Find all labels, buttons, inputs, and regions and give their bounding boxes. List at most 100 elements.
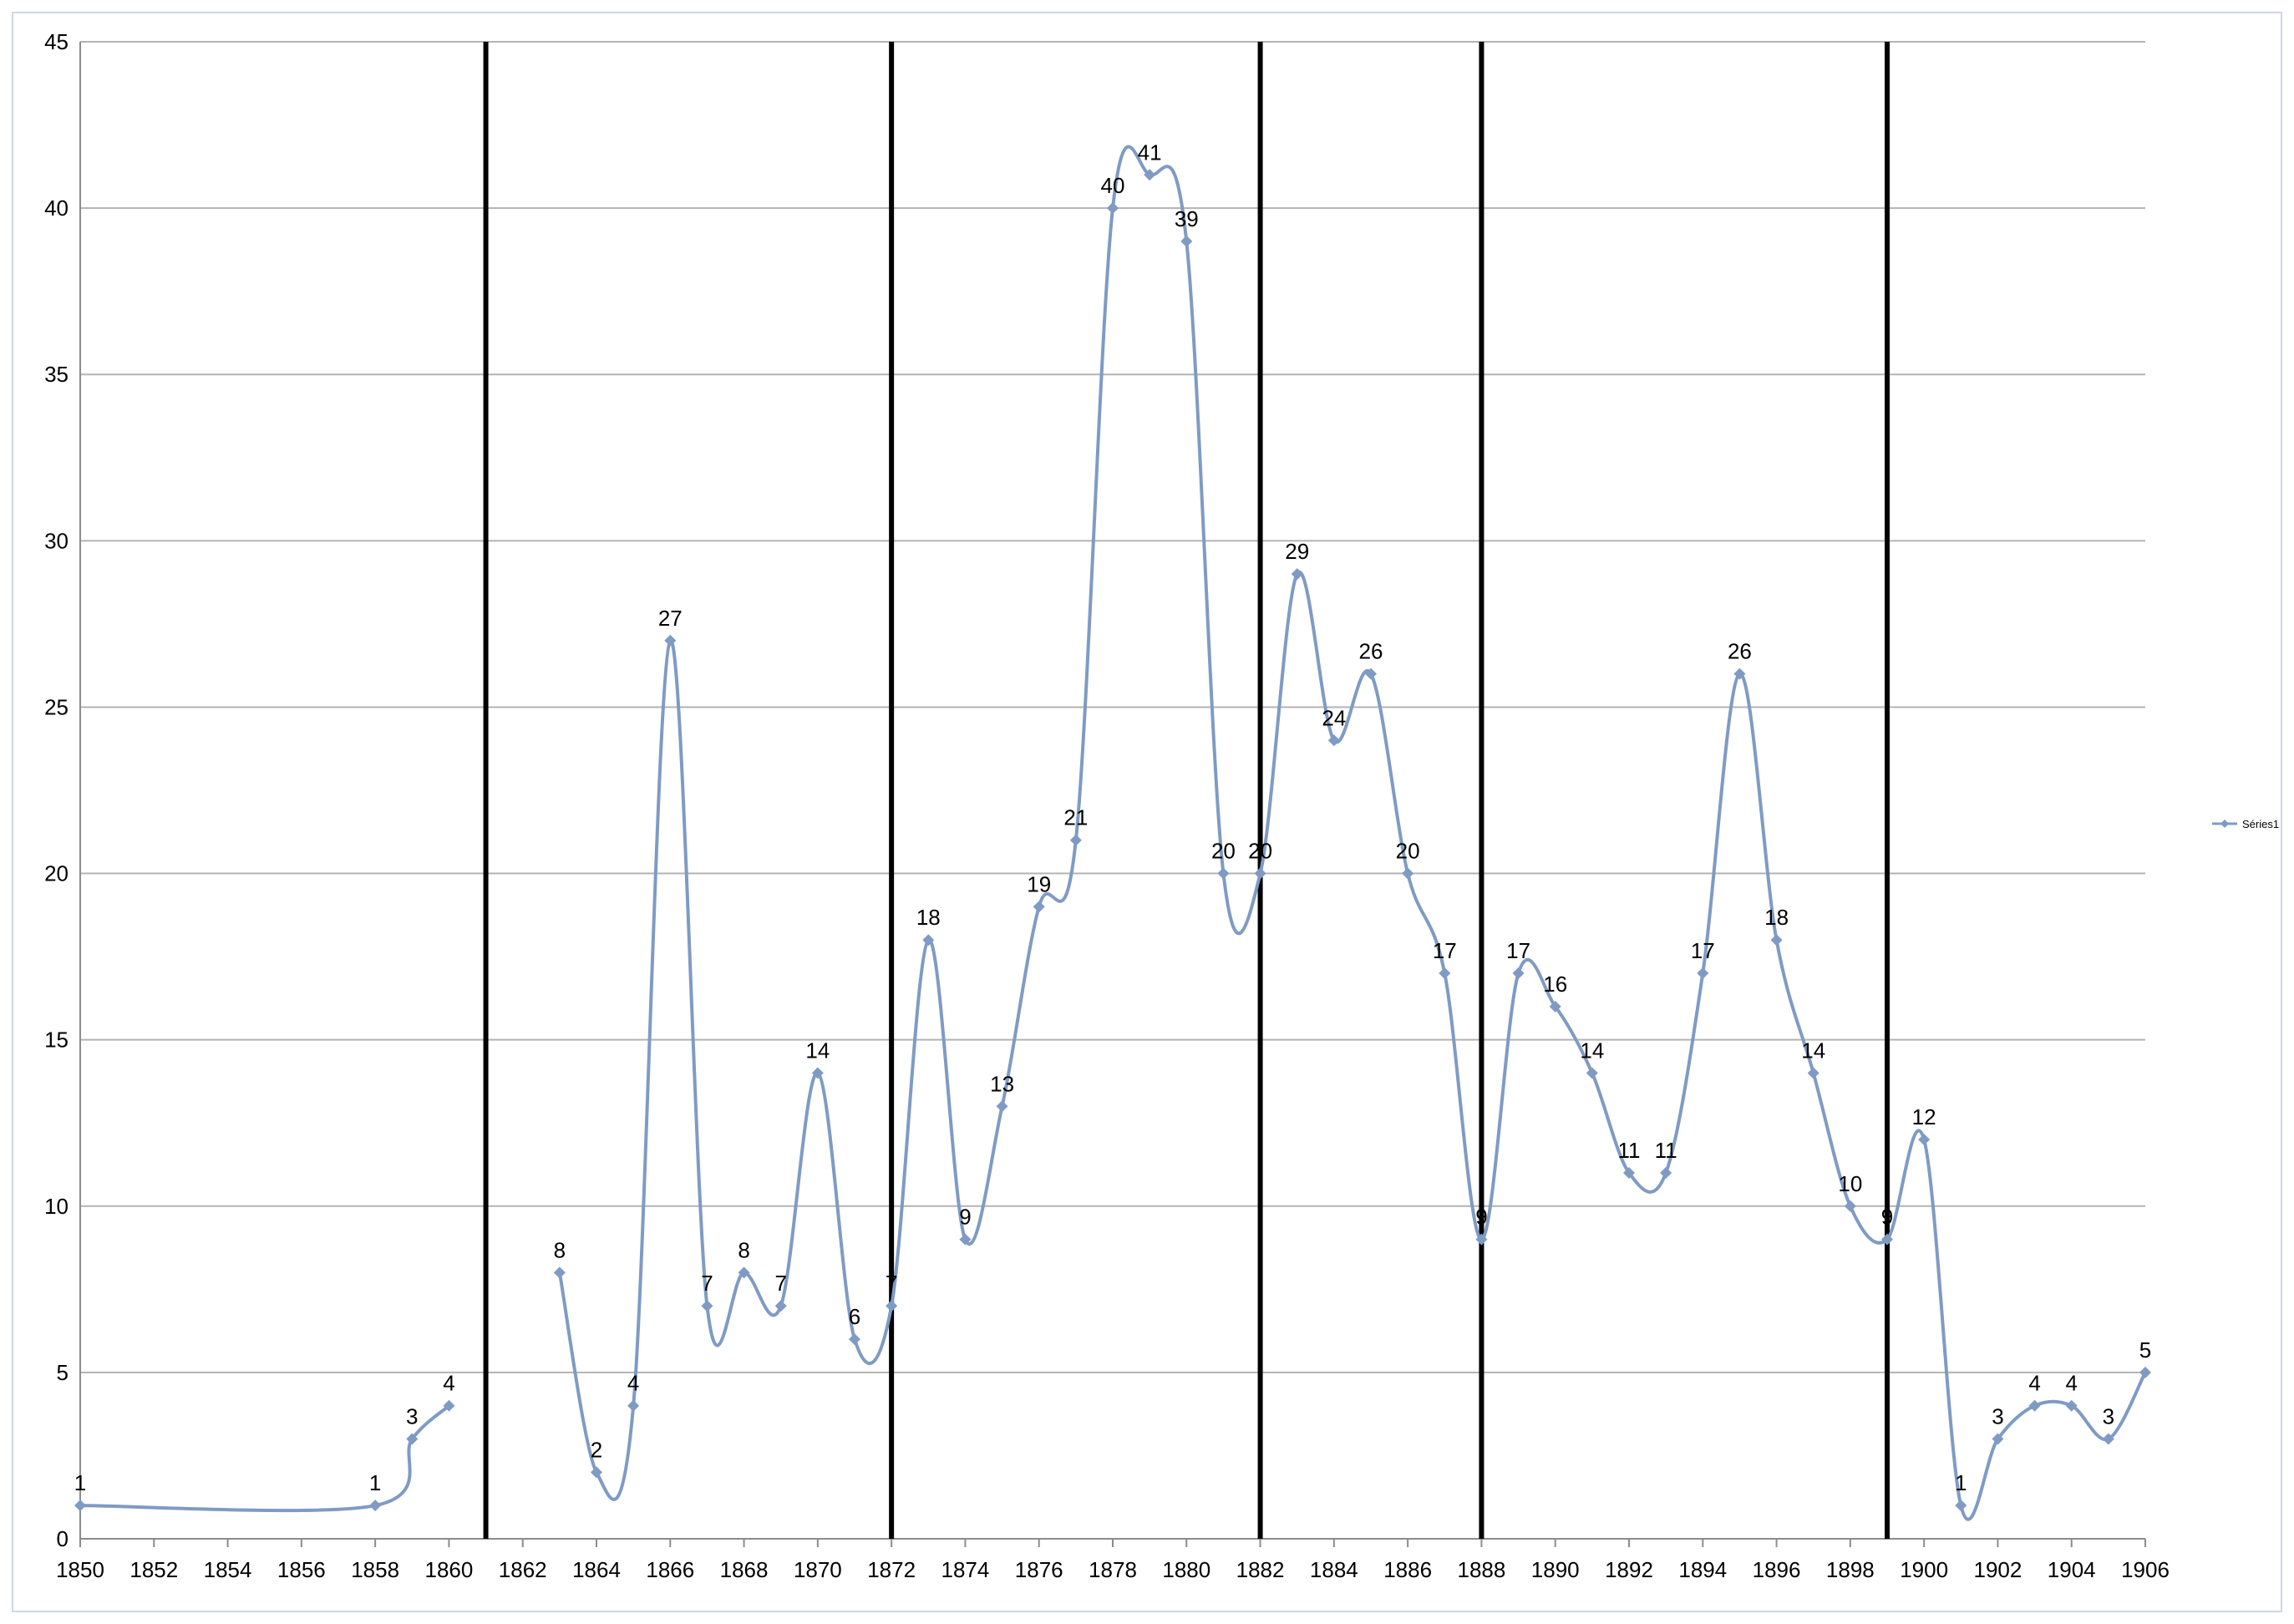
data-point xyxy=(553,1266,566,1279)
data-point xyxy=(1881,1233,1893,1246)
data-label: 9 xyxy=(1475,1205,1487,1230)
data-point xyxy=(627,1399,640,1412)
data-point xyxy=(1033,901,1045,913)
data-label: 4 xyxy=(443,1371,454,1396)
data-label: 3 xyxy=(406,1404,418,1429)
y-tick-label: 45 xyxy=(44,29,69,54)
data-point xyxy=(74,1500,86,1512)
data-point xyxy=(1623,1166,1635,1179)
x-tick-label: 1854 xyxy=(204,1557,252,1582)
x-tick-label: 1882 xyxy=(1236,1557,1285,1582)
data-label: 7 xyxy=(701,1271,713,1296)
data-point xyxy=(2028,1399,2041,1412)
data-label: 27 xyxy=(658,606,683,631)
data-label: 19 xyxy=(1027,871,1051,896)
data-label: 26 xyxy=(1359,639,1383,664)
data-label: 6 xyxy=(849,1304,860,1329)
y-tick-label: 30 xyxy=(44,528,69,553)
x-tick-label: 1898 xyxy=(1826,1557,1875,1582)
data-label: 21 xyxy=(1063,805,1088,830)
x-tick-label: 1886 xyxy=(1383,1557,1432,1582)
data-label: 1 xyxy=(369,1470,381,1495)
data-label: 14 xyxy=(805,1038,830,1063)
vertical-markers xyxy=(483,42,1890,1539)
data-point xyxy=(2139,1366,2151,1378)
data-label: 14 xyxy=(1801,1038,1825,1063)
data-label: 7 xyxy=(774,1271,786,1296)
data-point xyxy=(1955,1500,1967,1512)
x-tick-label: 1880 xyxy=(1162,1557,1210,1582)
data-point xyxy=(959,1233,972,1246)
y-tick-label: 10 xyxy=(44,1194,69,1219)
data-label: 40 xyxy=(1101,173,1125,198)
data-label: 17 xyxy=(1433,938,1457,963)
data-point xyxy=(664,634,677,647)
data-label: 20 xyxy=(1248,839,1272,864)
x-tick-label: 1902 xyxy=(1974,1557,2022,1582)
chart-frame: 1 1 3 4 8 2 4 27 7 8 7 14 6 7 18 9 13 19 21 40 41 39 20 20 29 24 2… xyxy=(12,12,2282,1612)
x-tick-label: 1894 xyxy=(1678,1557,1727,1582)
x-tick-label: 1876 xyxy=(1015,1557,1063,1582)
data-label: 29 xyxy=(1285,539,1309,564)
data-label: 16 xyxy=(1543,972,1567,997)
data-point xyxy=(1844,1200,1856,1212)
y-tick-label: 35 xyxy=(44,362,69,387)
data-point xyxy=(886,1300,898,1312)
x-tick-label: 1850 xyxy=(56,1557,104,1582)
x-tick-label: 1852 xyxy=(129,1557,178,1582)
x-tick-label: 1878 xyxy=(1089,1557,1137,1582)
data-point xyxy=(1180,235,1193,247)
x-tick-label: 1860 xyxy=(425,1557,474,1582)
data-label: 3 xyxy=(2103,1404,2114,1429)
legend: Séries1 xyxy=(2212,818,2279,830)
data-point xyxy=(406,1433,419,1445)
x-tick-label: 1862 xyxy=(499,1557,547,1582)
data-label: 3 xyxy=(1992,1404,2003,1429)
data-label: 12 xyxy=(1912,1104,1936,1129)
data-label: 4 xyxy=(2028,1371,2040,1396)
data-label: 39 xyxy=(1175,206,1199,231)
y-tick-label: 40 xyxy=(44,195,69,221)
data-label: 4 xyxy=(2065,1371,2077,1396)
data-point xyxy=(774,1300,787,1312)
data-point xyxy=(1918,1134,1931,1146)
data-label: 1 xyxy=(74,1470,86,1495)
data-label: 14 xyxy=(1580,1038,1604,1063)
data-label: 41 xyxy=(1138,140,1162,165)
data-label: 24 xyxy=(1322,705,1346,730)
data-point xyxy=(1475,1233,1488,1246)
data-label: 7 xyxy=(886,1271,897,1296)
data-label: 18 xyxy=(1764,905,1789,930)
data-point xyxy=(1586,1067,1598,1079)
data-label: 5 xyxy=(2139,1337,2151,1363)
data-label: 2 xyxy=(591,1437,602,1462)
data-point xyxy=(996,1100,1008,1113)
data-point xyxy=(1733,667,1746,680)
data-point xyxy=(1660,1166,1672,1179)
data-label: 10 xyxy=(1838,1171,1862,1196)
series-line xyxy=(79,1404,450,1513)
data-label: 9 xyxy=(959,1205,971,1230)
data-point xyxy=(1992,1433,2004,1445)
data-label: 11 xyxy=(1655,1138,1677,1163)
data-label: 17 xyxy=(1506,938,1530,963)
x-tick-label: 1906 xyxy=(2121,1557,2170,1582)
grid-lines xyxy=(79,41,2146,1547)
x-tick-label: 1868 xyxy=(720,1557,769,1582)
data-label: 26 xyxy=(1728,639,1752,664)
data-point xyxy=(1069,834,1082,846)
data-point xyxy=(849,1333,860,1346)
data-point xyxy=(811,1067,824,1079)
data-label: 17 xyxy=(1691,938,1715,963)
data-label: 18 xyxy=(916,905,941,930)
x-tick-label: 1884 xyxy=(1310,1557,1358,1582)
data-label: 20 xyxy=(1211,839,1236,864)
data-point xyxy=(1549,1000,1561,1012)
data-point xyxy=(1365,667,1377,680)
data-label: 8 xyxy=(554,1237,566,1262)
y-tick-label: 25 xyxy=(44,694,69,719)
x-tick-label: 1856 xyxy=(277,1557,326,1582)
x-tick-label: 1888 xyxy=(1458,1557,1506,1582)
x-tick-label: 1858 xyxy=(351,1557,399,1582)
